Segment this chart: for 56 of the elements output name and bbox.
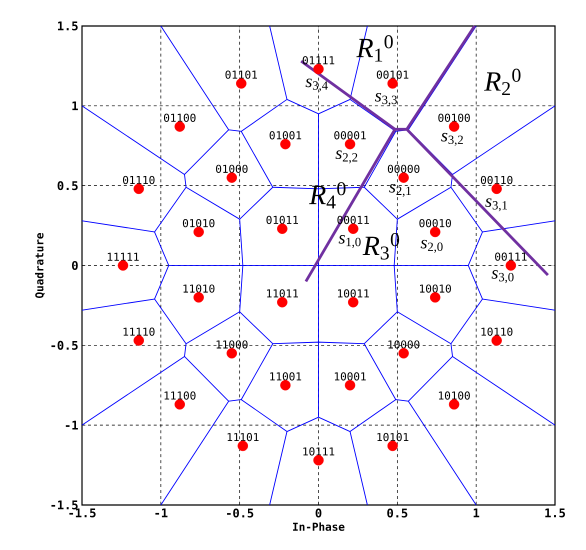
annotation: s$_{3,3}$	[374, 92, 397, 106]
y-tick-label: -1	[66, 420, 78, 430]
annotation: 11111	[108, 252, 139, 261]
annotation: 10010	[420, 284, 451, 293]
annotation: 10110	[481, 328, 512, 336]
x-axis-title: In-Phase	[293, 522, 344, 531]
y-tick-label: -0.5	[51, 340, 78, 350]
annotation: 11011	[267, 289, 298, 298]
annotation: s$_{3,0}$	[492, 270, 514, 284]
annotation: 00110	[480, 176, 512, 184]
annotation: s$_{3,2}$	[441, 132, 463, 146]
x-tick-label: 0.5	[387, 508, 408, 518]
annotation: 11110	[124, 328, 155, 336]
annotation: 00101	[376, 70, 408, 79]
annotation: 11100	[164, 391, 196, 400]
y-tick-label: -1.5	[51, 500, 78, 510]
annotation: 10111	[303, 447, 334, 456]
annotation: s$_{2,1}$	[389, 184, 411, 197]
annotation: 11101	[228, 432, 259, 442]
annotation: 01101	[225, 70, 257, 79]
annotation: s$_{2,2}$	[336, 150, 358, 164]
annotation: 00010	[419, 218, 451, 228]
y-tick-label: 1.5	[58, 22, 78, 30]
x-tick-label: 0	[316, 508, 322, 518]
y-tick-label: 0	[72, 260, 78, 270]
annotation: 01110	[122, 176, 155, 184]
y-tick-label: 1	[72, 101, 78, 110]
y-axis-title: Quadrature	[35, 232, 45, 298]
annotation: 00111	[495, 252, 527, 261]
annotation: 10001	[334, 372, 366, 381]
annotation: 11010	[184, 284, 214, 293]
annotation: 10100	[438, 391, 470, 400]
annotation: s$_{1,0}$	[338, 235, 361, 248]
x-tick-label: -1	[155, 508, 168, 518]
annotation: 10000	[388, 340, 420, 349]
annotation: 01111	[302, 56, 334, 64]
annotation: 11000	[216, 340, 248, 349]
annotation: 01011	[266, 216, 298, 224]
annotation: 00000	[388, 164, 420, 173]
annotation: 00001	[334, 131, 366, 140]
annotation: 00100	[438, 114, 470, 122]
annotation: 01010	[182, 218, 214, 228]
x-tick-label: 1.5	[545, 508, 565, 518]
annotation: 11001	[270, 372, 302, 381]
annotation: 01001	[270, 131, 302, 140]
annotation: 10011	[338, 289, 369, 298]
annotation: R$_{2}$0	[484, 68, 521, 96]
annotation: s$_{3,4}$	[306, 78, 328, 92]
annotation: s$_{2,0}$	[420, 240, 443, 253]
x-tick-label: 1	[474, 508, 480, 518]
y-tick-label: 0.5	[58, 181, 78, 190]
annotation: 01000	[216, 164, 248, 173]
annotation: s$_{3,1}$	[485, 198, 507, 212]
x-tick-label: -0.5	[227, 508, 254, 518]
annotation: 10101	[377, 432, 408, 442]
annotation: 01100	[164, 114, 196, 122]
